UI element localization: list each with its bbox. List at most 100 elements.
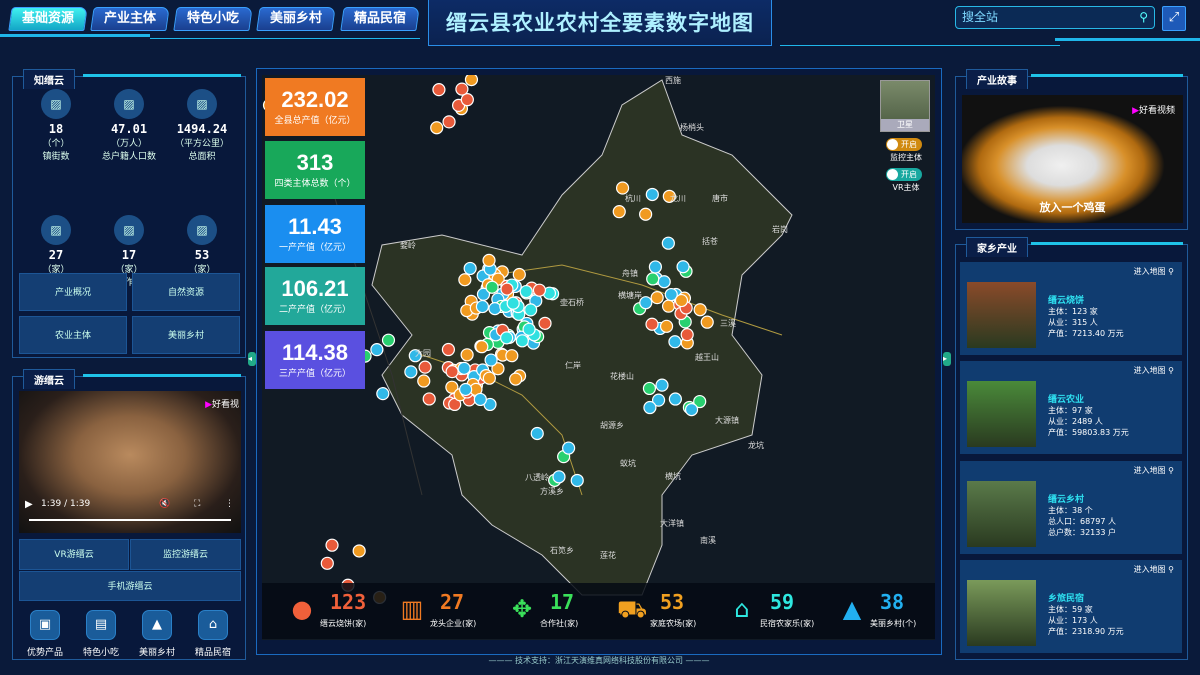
video-player[interactable]: ▶好看视 ▶ 1:39 / 1:39 🔇 ⛶ ⋮ (19, 391, 241, 533)
map-marker[interactable] (404, 365, 418, 379)
bottom-stat[interactable]: ▥ 27 龙头企业(家) (385, 590, 495, 630)
tour-icon-label[interactable]: 优势产品 (26, 648, 63, 658)
map-marker[interactable] (612, 205, 626, 219)
map-marker[interactable] (460, 348, 474, 362)
summary-card[interactable]: 232.02 全县总产值（亿元） (265, 78, 365, 136)
search-icon[interactable]: ⚲ (1139, 10, 1148, 24)
map-marker[interactable] (441, 342, 456, 357)
map-marker[interactable] (530, 426, 544, 441)
map-marker[interactable] (473, 392, 487, 407)
map-marker[interactable] (475, 340, 489, 354)
mountain-icon[interactable]: ▲ (142, 610, 172, 640)
map-marker[interactable] (476, 287, 491, 301)
map-marker[interactable] (505, 349, 519, 363)
bottom-stat[interactable]: ▲ 38 美丽乡村(个) (825, 590, 935, 630)
map-marker[interactable] (430, 121, 444, 135)
map-marker[interactable] (693, 394, 707, 409)
map-marker[interactable] (661, 236, 675, 250)
map-marker[interactable] (381, 333, 396, 347)
map-marker[interactable] (463, 261, 477, 276)
map-marker[interactable] (659, 319, 674, 333)
toggle-switch[interactable]: 开启 (886, 138, 922, 151)
map-marker[interactable] (639, 296, 653, 310)
map-marker[interactable] (484, 353, 498, 367)
enter-map-link[interactable]: 进入地图 ⚲ (1133, 366, 1174, 375)
map-marker[interactable] (512, 267, 526, 282)
map-marker[interactable] (657, 275, 671, 289)
tab-snacks[interactable]: 特色小吃 (173, 7, 253, 31)
map-marker[interactable] (370, 343, 384, 357)
map-marker[interactable] (693, 303, 707, 317)
summary-card[interactable]: 106.21 二产产值（亿元） (265, 267, 365, 325)
map-marker[interactable] (615, 181, 630, 195)
map-marker[interactable] (552, 470, 566, 484)
tab-basic-resources[interactable]: 基础资源 (8, 7, 88, 31)
tour-icon-label[interactable]: 特色小吃 (82, 648, 119, 658)
map-marker[interactable] (570, 473, 584, 488)
map-marker[interactable] (459, 382, 473, 397)
video-progress[interactable] (29, 519, 231, 521)
map-marker[interactable] (646, 272, 660, 286)
bottom-stat[interactable]: ✥ 17 合作社(家) (495, 590, 605, 630)
map-marker[interactable] (662, 189, 676, 203)
map-marker[interactable] (538, 316, 552, 330)
map-marker[interactable] (475, 299, 490, 314)
mute-icon[interactable]: 🔇 (159, 499, 171, 509)
natural-resources-button[interactable]: 自然资源 (132, 273, 240, 311)
story-video[interactable]: ▶好看视频 放入一个鸡蛋 (962, 95, 1183, 223)
map-marker[interactable] (352, 544, 366, 558)
map-marker[interactable] (642, 381, 657, 396)
map-marker[interactable] (488, 302, 502, 316)
tour-icon-label[interactable]: 美丽乡村 (138, 648, 175, 658)
map-marker[interactable] (325, 538, 339, 552)
map-marker[interactable] (458, 273, 472, 287)
map-marker[interactable] (515, 334, 529, 348)
map-marker[interactable] (643, 400, 657, 415)
bottom-stat[interactable]: ● 123 缙云烧饼(家) (275, 590, 385, 630)
map-marker[interactable] (460, 93, 474, 107)
map-marker[interactable] (376, 387, 390, 401)
map-marker[interactable] (562, 441, 576, 455)
enter-map-link[interactable]: 进入地图 ⚲ (1133, 565, 1174, 574)
search-input[interactable]: 搜全站 ⚲ (955, 6, 1155, 29)
map-marker[interactable] (645, 317, 659, 331)
more-icon[interactable]: ⋮ (225, 499, 234, 509)
map-marker[interactable] (455, 82, 469, 96)
map-marker[interactable] (464, 75, 479, 87)
summary-card[interactable]: 114.38 三产产值（亿元） (265, 331, 365, 389)
monitor-tour-button[interactable]: 监控游缙云 (130, 539, 241, 570)
map-marker[interactable] (422, 392, 436, 406)
map-marker[interactable] (417, 374, 431, 388)
fullscreen-icon[interactable]: ⛶ (194, 499, 201, 509)
map-marker[interactable] (500, 331, 514, 345)
map-marker[interactable] (684, 402, 699, 417)
map-marker[interactable] (320, 556, 334, 570)
bottom-stat[interactable]: ⛟ 53 家庭农场(家) (605, 590, 715, 630)
expand-icon[interactable]: ⤢ (1162, 6, 1186, 31)
map-marker[interactable] (532, 283, 547, 297)
map-marker[interactable] (482, 253, 496, 268)
map-marker[interactable] (408, 349, 422, 363)
tab-industry-entities[interactable]: 产业主体 (90, 7, 170, 31)
map-marker[interactable] (655, 378, 669, 392)
map-marker[interactable] (674, 293, 689, 308)
map-marker[interactable] (680, 328, 694, 342)
map-marker[interactable] (519, 284, 533, 299)
map[interactable] (262, 75, 935, 640)
map-marker[interactable] (648, 260, 663, 274)
map-marker[interactable] (651, 393, 666, 407)
toggle-switch[interactable]: 开启 (886, 168, 922, 181)
tab-homestays[interactable]: 精品民宿 (340, 7, 420, 31)
map-marker[interactable] (661, 299, 676, 313)
map-marker[interactable] (668, 335, 682, 349)
industry-overview-button[interactable]: 产业概况 (19, 273, 127, 311)
summary-card[interactable]: 11.43 一产产值（亿元） (265, 205, 365, 263)
enter-map-link[interactable]: 进入地图 ⚲ (1133, 267, 1174, 276)
collapse-right-button[interactable]: ▸ (943, 352, 951, 366)
summary-card[interactable]: 313 四类主体总数（个） (265, 141, 365, 199)
map-marker[interactable] (432, 83, 446, 97)
vr-tour-button[interactable]: VR游缙云 (19, 539, 129, 570)
map-marker[interactable] (485, 280, 499, 294)
agri-entities-button[interactable]: 农业主体 (19, 316, 127, 354)
satellite-layer-button[interactable]: 卫星 (880, 80, 930, 132)
